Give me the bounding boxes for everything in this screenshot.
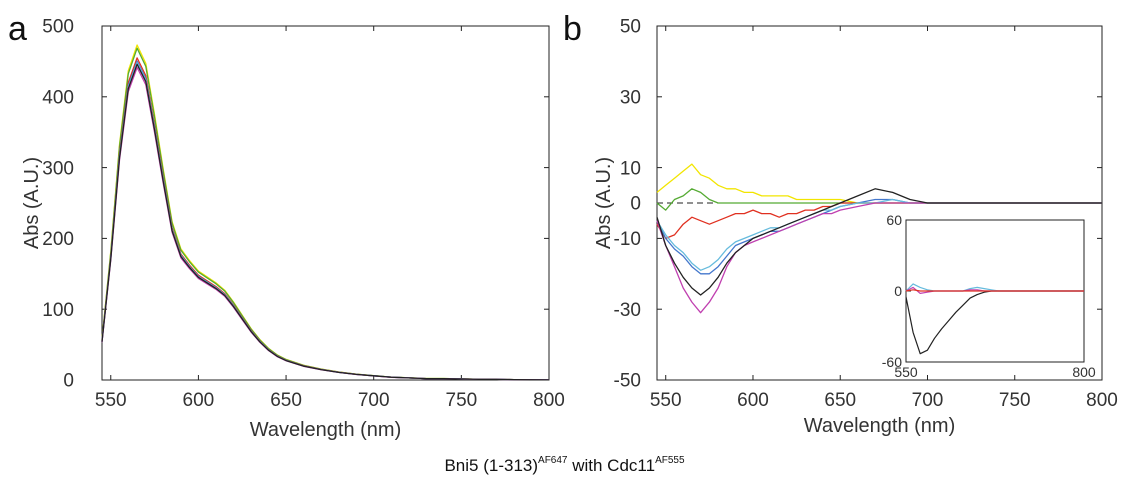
a-y-tick-label-5: 500 xyxy=(42,17,74,38)
caption-prefix: Bni5 (1-313) xyxy=(444,456,539,475)
a-series-line-6 xyxy=(101,63,550,381)
b-y-tick-label-2: -10 xyxy=(614,229,641,250)
b-inset: 550 800 -60 0 60 xyxy=(882,212,1096,380)
b-x-axis-label: Wavelength (nm) xyxy=(804,415,956,437)
b-x-tick-label-3: 700 xyxy=(912,390,944,411)
b-y-tick-label-6: 50 xyxy=(620,17,641,38)
a-x-tick-label-4: 750 xyxy=(446,390,478,411)
caption-sup-2: AF555 xyxy=(655,455,685,466)
a-series-line-3 xyxy=(101,60,550,381)
b-y-axis-label: Abs (A.U.) xyxy=(593,157,615,249)
figure: 550 600 650 700 750 8000100200300400500aWavel… xyxy=(8,10,1118,441)
a-x-tick-label-5: 800 xyxy=(533,390,565,411)
b-panel-label: b xyxy=(563,10,582,48)
a-x-tick-label-2: 650 xyxy=(270,390,302,411)
a-y-tick-label-2: 200 xyxy=(42,229,74,250)
a-y-tick-label-3: 300 xyxy=(42,158,74,179)
caption-mid: with Cdc11 xyxy=(567,456,656,475)
b-inset-series-line-3 xyxy=(905,289,1084,292)
b-x-tick-label-5: 800 xyxy=(1086,390,1118,411)
a-x-axis-label: Wavelength (nm) xyxy=(250,419,402,441)
caption-sup-1: AF647 xyxy=(538,455,568,466)
a-series-line-4 xyxy=(101,62,550,381)
b-inset-y-tick-label-1: 0 xyxy=(894,283,902,299)
a-panel-label: a xyxy=(8,10,27,48)
a-x-tick-label-3: 700 xyxy=(358,390,390,411)
b-series-line-6 xyxy=(656,188,1102,296)
a-frame xyxy=(101,25,550,381)
panel-b: 550 600 650 700 750 800-50-30-100103050bWavel… xyxy=(563,10,1118,437)
b-series-line-0 xyxy=(656,163,1102,204)
b-x-tick-label-1: 600 xyxy=(737,390,769,411)
figure-caption: Bni5 (1-313)AF647 with Cdc11AF555 xyxy=(0,455,1129,476)
b-x-tick-label-0: 550 xyxy=(650,390,682,411)
a-y-tick-label-0: 0 xyxy=(63,371,74,392)
a-x-tick-label-0: 550 xyxy=(95,390,127,411)
a-series-line-5 xyxy=(101,66,550,381)
b-y-tick-label-5: 30 xyxy=(620,87,641,108)
a-y-axis-label: Abs (A.U.) xyxy=(21,157,43,249)
b-y-tick-label-0: -50 xyxy=(614,371,641,392)
b-inset-y-tick-label-2: 60 xyxy=(886,212,902,228)
b-inset-x-tick-label-0: 550 xyxy=(894,364,918,380)
b-y-tick-label-4: 10 xyxy=(620,158,641,179)
b-inset-y-tick-label-0: -60 xyxy=(882,354,902,370)
b-x-tick-label-2: 650 xyxy=(824,390,856,411)
a-x-tick-label-1: 600 xyxy=(183,390,215,411)
b-y-tick-label-1: -30 xyxy=(614,300,641,321)
b-x-tick-label-4: 750 xyxy=(999,390,1031,411)
a-y-tick-label-4: 400 xyxy=(42,87,74,108)
panel-a: 550 600 650 700 750 800 0 100 200 300 400 500 a Wavel… xyxy=(8,10,565,441)
a-y-tick-label-1: 100 xyxy=(42,300,74,321)
b-y-tick-label-3: 0 xyxy=(630,194,641,215)
b-inset-x-tick-label-1: 800 xyxy=(1072,364,1096,380)
